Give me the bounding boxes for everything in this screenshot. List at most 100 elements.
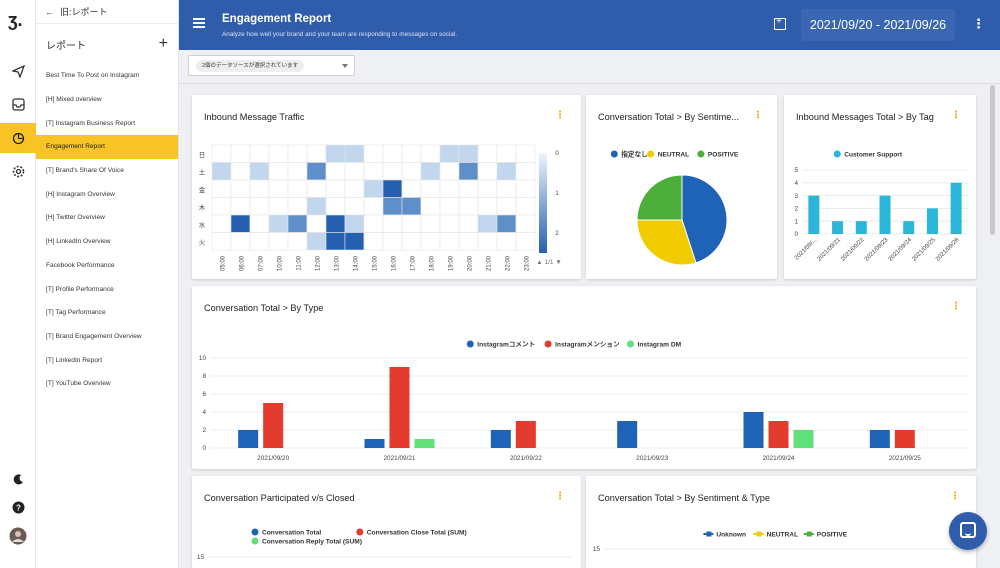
heatmap-col-label: 14:00	[354, 255, 360, 271]
heatmap-cell	[477, 232, 498, 251]
heatmap-row-label: 水	[199, 220, 206, 229]
scrollbar[interactable]	[990, 85, 995, 235]
menu-item[interactable]: [T] Instagram Business Report	[46, 119, 136, 127]
card-more-icon[interactable]: ⋮	[951, 110, 961, 121]
heatmap-cell	[382, 162, 403, 181]
legend-label: 指定なし	[621, 150, 648, 159]
divider	[179, 83, 1000, 84]
menu-item[interactable]: Facebook Performance	[46, 261, 115, 269]
reports-icon[interactable]	[0, 123, 36, 153]
heatmap-cell	[249, 144, 270, 163]
heatmap-cell	[420, 232, 441, 251]
heatmap-cell	[211, 144, 232, 163]
add-report-button[interactable]: +	[158, 35, 168, 52]
heatmap-cell	[515, 144, 536, 163]
send-icon[interactable]	[0, 56, 36, 86]
y-tick-label: 8	[202, 373, 206, 380]
legend-label: NEUTRAL	[767, 532, 799, 539]
menu-item[interactable]: Best Time To Post on Instagram	[46, 72, 140, 80]
x-tick-label: 2021/09/...	[794, 237, 819, 262]
heatmap-cell	[515, 232, 536, 251]
datasource-select[interactable]: 2個のデータソースが選択されています	[188, 55, 355, 76]
more-vertical-icon[interactable]: ⋮	[972, 16, 985, 31]
heatmap-cell	[325, 197, 346, 216]
heatmap-cell	[287, 144, 308, 163]
card-more-icon[interactable]: ⋮	[951, 301, 961, 312]
add-widget-icon[interactable]	[774, 16, 786, 30]
heatmap-cell	[249, 179, 270, 198]
menu-item[interactable]: [T] Brand Engagement Overview	[46, 332, 142, 340]
pie-slice	[681, 174, 728, 264]
chevron-down-icon	[342, 64, 348, 68]
menu-item[interactable]: [T] Tag Performance	[46, 309, 106, 317]
menu-item[interactable]: [T] Brand's Share Of Voice	[46, 167, 124, 175]
heatmap-cell	[268, 214, 289, 233]
heatmap-cell	[515, 214, 536, 233]
date-range-picker[interactable]: 2021/09/20 - 2021/09/26	[801, 9, 955, 41]
datasource-chip[interactable]: 2個のデータソースが選択されています	[196, 60, 305, 72]
heatmap-cell	[363, 144, 384, 163]
menu-item[interactable]: [H] Instagram Overview	[46, 190, 115, 198]
heatmap-col-label: 16:00	[392, 255, 398, 271]
menu-item[interactable]: [T] YouTube Overview	[46, 380, 111, 388]
hamburger-menu-icon[interactable]	[193, 18, 205, 28]
heatmap-cell	[287, 197, 308, 216]
heatmap-cell	[230, 144, 251, 163]
heatmap-cell	[420, 197, 441, 216]
card-more-icon[interactable]: ⋮	[950, 491, 960, 502]
bar	[768, 421, 789, 448]
x-tick-label: 2021/09/21	[384, 455, 416, 462]
heatmap-col-label: 15:00	[373, 255, 379, 271]
menu-item[interactable]: [H] Twitter Overview	[46, 214, 105, 222]
card-sentiment-pie: Conversation Total > By Sentime... ⋮ 指定な…	[586, 95, 777, 279]
legend-marker	[706, 531, 712, 537]
bar	[832, 221, 844, 234]
heatmap-cell	[382, 214, 403, 233]
heatmap-cell	[268, 144, 289, 163]
chat-button[interactable]	[949, 512, 987, 550]
help-icon[interactable]: ?	[0, 492, 36, 522]
menu-item[interactable]: [H] LinkedIn Overview	[46, 238, 111, 246]
heatmap-cell	[211, 197, 232, 216]
card-more-icon[interactable]: ⋮	[555, 110, 565, 121]
legend-label: Conversation Reply Total (SUM)	[262, 539, 362, 546]
bar	[894, 430, 915, 448]
x-tick-label: 2021/09/21	[817, 237, 843, 263]
bar	[414, 439, 435, 448]
menu-item[interactable]: [T] LinkedIn Report	[46, 356, 103, 364]
legend-label: Instagramコメント	[477, 341, 535, 349]
back-link[interactable]: ← 旧:レポート	[36, 0, 178, 24]
heatmap-cell	[249, 197, 270, 216]
app-logo-icon[interactable]: ʒ.	[8, 10, 23, 30]
inbox-icon[interactable]	[0, 89, 36, 119]
bar	[879, 195, 891, 234]
legend-label: Unknown	[716, 532, 746, 539]
bar	[389, 367, 410, 448]
dark-mode-icon[interactable]	[0, 464, 36, 494]
card-more-icon[interactable]: ⋮	[753, 110, 763, 121]
heatmap-cell	[458, 144, 479, 163]
heatmap-cell	[287, 214, 308, 233]
menu-item[interactable]: Engagement Report	[36, 135, 178, 159]
heatmap-cell	[230, 232, 251, 251]
heatmap-cell	[306, 144, 327, 163]
heatmap-col-label: 21:00	[487, 255, 493, 271]
heatmap-cell	[515, 197, 536, 216]
legend-label: Instagram DM	[638, 342, 682, 349]
x-tick-label: 2021/09/22	[840, 237, 866, 263]
heatmap-cell	[439, 232, 460, 251]
heatmap-cell	[458, 162, 479, 181]
heatmap-cell	[325, 214, 346, 233]
menu-item[interactable]: [T] Profile Performance	[46, 285, 114, 293]
card-more-icon[interactable]: ⋮	[555, 491, 565, 502]
heatmap-cell	[420, 214, 441, 233]
legend-label: Instagramメンション	[555, 341, 620, 349]
avatar[interactable]	[0, 521, 36, 551]
heatmap-cell	[306, 162, 327, 181]
x-tick-label: 2021/09/26	[935, 237, 961, 263]
heatmap-col-label: 17:00	[411, 255, 417, 271]
gear-icon[interactable]	[0, 156, 36, 186]
heatmap-legend-bar	[539, 153, 547, 253]
menu-item[interactable]: [H] Mixed overview	[46, 96, 102, 104]
bar	[950, 182, 962, 234]
